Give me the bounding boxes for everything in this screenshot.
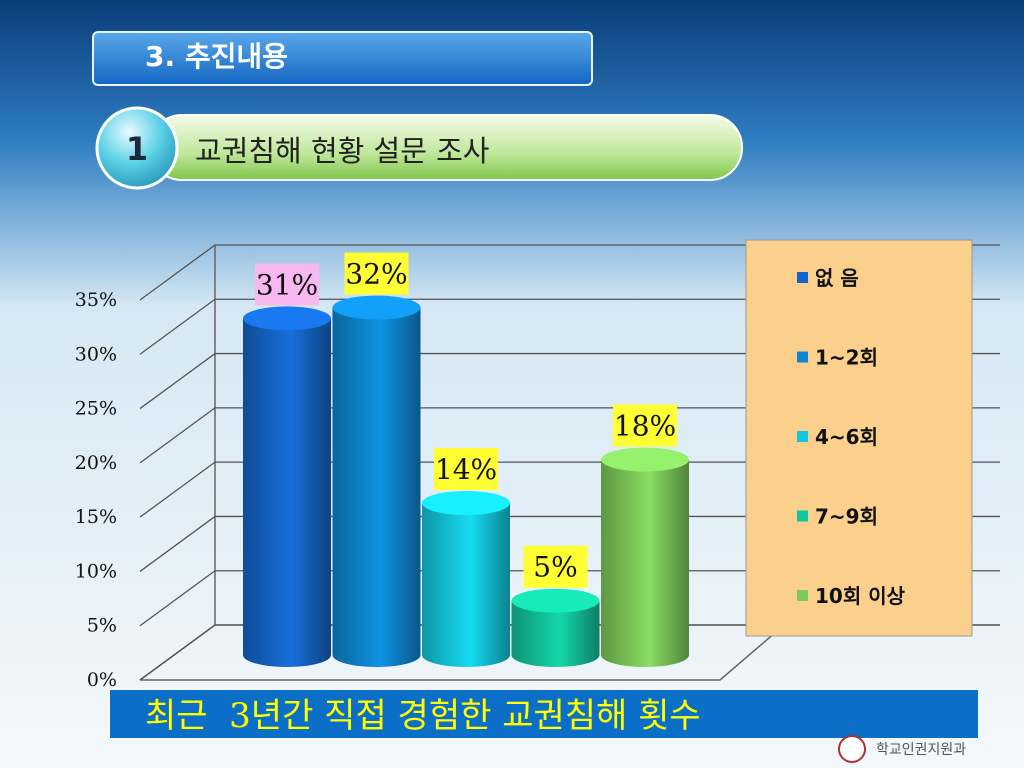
- grid-line: [139, 515, 1000, 572]
- legend-label: 10회 이상: [815, 584, 906, 608]
- legend-swatch: [797, 510, 808, 522]
- grid-line: [139, 244, 1000, 301]
- y-tick-label: 20%: [75, 452, 117, 474]
- legend-box: [745, 239, 973, 637]
- caption-box: [110, 690, 978, 738]
- grid-line: [139, 461, 1000, 518]
- legend-label: 7~9회: [815, 505, 878, 529]
- value-label: 31%: [256, 268, 318, 301]
- value-label-box: [523, 545, 588, 588]
- y-tick-label: 5%: [87, 615, 117, 637]
- bar: [422, 503, 510, 667]
- y-tick-label: 0%: [87, 669, 117, 691]
- subtitle: 교권침해 현황 설문 조사: [195, 134, 489, 168]
- bar: [243, 318, 331, 667]
- value-label: 18%: [614, 410, 676, 443]
- section-title: 3. 추진내용: [145, 40, 288, 73]
- value-label-box: [434, 448, 498, 490]
- grid-line: [139, 570, 1000, 627]
- y-tick-label: 25%: [75, 398, 117, 420]
- value-label-box: [344, 252, 409, 295]
- bar-top: [601, 447, 689, 472]
- legend-swatch: [797, 590, 808, 601]
- bar-top: [422, 491, 510, 515]
- value-label: 32%: [345, 258, 407, 291]
- value-label-box: [255, 263, 319, 306]
- chart: 0% 5% 10% 15% 20% 25% 30% 35% 31% 없 음 32% 1~2회 14% 4~…: [75, 239, 1000, 691]
- y-tick-label: 15%: [75, 506, 117, 528]
- bar: [511, 600, 600, 667]
- grid-line: [139, 298, 1000, 355]
- legend-label: 4~6회: [815, 425, 878, 449]
- bar-top: [332, 295, 421, 320]
- legend-label: 없 음: [815, 266, 859, 290]
- number-badge: [95, 106, 179, 190]
- grid-line: [139, 352, 1000, 410]
- legend-swatch: [797, 351, 808, 363]
- legend-swatch: [797, 431, 808, 442]
- legend-label: 1~2회: [815, 346, 878, 370]
- value-label-box: [613, 404, 677, 447]
- value-label: 5%: [533, 551, 577, 584]
- bar-top: [511, 588, 600, 613]
- section-header: [92, 31, 593, 86]
- y-tick-label: 30%: [75, 343, 117, 365]
- y-tick-label: 35%: [75, 289, 117, 311]
- bar-top: [243, 306, 331, 331]
- section-number: 1: [126, 130, 148, 168]
- grid-line: [139, 624, 1000, 681]
- y-tick-label: 10%: [75, 560, 117, 582]
- bar: [601, 459, 689, 667]
- bar: [332, 307, 421, 667]
- emblem: [838, 735, 866, 763]
- caption: 최근 3년간 직접 경험한 교권침해 횟수: [145, 696, 701, 736]
- value-label: 14%: [435, 453, 497, 486]
- grid-line: [139, 407, 1000, 464]
- legend-swatch: [797, 272, 808, 283]
- footer: 학교인권지원과: [876, 742, 966, 758]
